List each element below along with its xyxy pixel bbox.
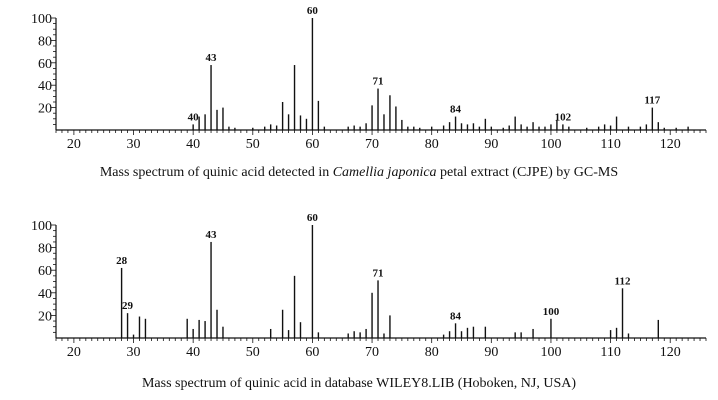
wiley-x-tick-label: 20 bbox=[67, 345, 81, 360]
wiley-x-tick-label: 60 bbox=[305, 345, 319, 360]
cjpe-peak-label-43: 43 bbox=[206, 52, 218, 64]
cjpe-x-tick-label: 120 bbox=[660, 137, 681, 152]
cjpe-x-tick-label: 60 bbox=[305, 137, 319, 152]
wiley-peak-label-60: 60 bbox=[307, 212, 319, 224]
wiley-x-tick-label: 110 bbox=[600, 345, 620, 360]
wiley-y-tick-label: 80 bbox=[38, 242, 52, 257]
cjpe-y-tick-label: 60 bbox=[38, 57, 52, 72]
wiley-x-tick-label: 70 bbox=[365, 345, 379, 360]
wiley-y-tick-label: 40 bbox=[38, 287, 52, 302]
cjpe-x-tick-label: 20 bbox=[67, 137, 81, 152]
wiley-peak-label-71: 71 bbox=[373, 267, 384, 279]
cjpe-x-tick-label: 30 bbox=[127, 137, 141, 152]
wiley-x-tick-label: 90 bbox=[484, 345, 498, 360]
cjpe-y-tick-label: 100 bbox=[31, 12, 52, 27]
cjpe-x-tick-label: 40 bbox=[186, 137, 200, 152]
wiley-peak-label-112: 112 bbox=[615, 275, 631, 287]
wiley-spectrum-caption: Mass spectrum of quinic acid in database… bbox=[142, 376, 576, 391]
wiley-peak-label-100: 100 bbox=[543, 306, 560, 318]
cjpe-peak-label-117: 117 bbox=[644, 95, 660, 107]
wiley-x-tick-label: 40 bbox=[186, 345, 200, 360]
cjpe-peak-label-40: 40 bbox=[188, 111, 200, 123]
wiley-x-tick-label: 50 bbox=[246, 345, 260, 360]
wiley-peak-label-28: 28 bbox=[116, 255, 128, 267]
wiley-peak-label-43: 43 bbox=[206, 229, 218, 241]
wiley-y-tick-label: 100 bbox=[31, 219, 52, 234]
wiley-x-tick-label: 100 bbox=[540, 345, 561, 360]
cjpe-x-tick-label: 90 bbox=[484, 137, 498, 152]
wiley-y-tick-label: 20 bbox=[38, 309, 52, 324]
wiley-x-tick-label: 80 bbox=[425, 345, 439, 360]
cjpe-spectrum-chart: 20 30 40 50 60 70 80 90 100 110 120 20 40 60 80 100 40 43… bbox=[31, 5, 707, 152]
wiley-spectrum-chart: 20 30 40 50 60 70 80 90 100 110 120 20 40 60 80 100 28 29… bbox=[31, 212, 707, 360]
wiley-x-tick-label: 120 bbox=[660, 345, 681, 360]
cjpe-x-tick-label: 70 bbox=[365, 137, 379, 152]
cjpe-peak-label-102: 102 bbox=[555, 111, 572, 123]
cjpe-y-tick-label: 20 bbox=[38, 102, 52, 117]
cjpe-x-tick-label: 50 bbox=[246, 137, 260, 152]
cjpe-spectrum-caption: Mass spectrum of quinic acid detected in… bbox=[100, 165, 618, 180]
wiley-peak-label-84: 84 bbox=[450, 310, 462, 322]
cjpe-peak-label-71: 71 bbox=[373, 76, 384, 88]
cjpe-x-tick-label: 100 bbox=[540, 137, 561, 152]
cjpe-peak-label-60: 60 bbox=[307, 5, 319, 17]
wiley-peak-label-29: 29 bbox=[122, 300, 134, 312]
cjpe-y-tick-label: 80 bbox=[38, 34, 52, 49]
cjpe-y-tick-label: 40 bbox=[38, 79, 52, 94]
wiley-y-tick-label: 60 bbox=[38, 264, 52, 279]
cjpe-x-tick-label: 80 bbox=[425, 137, 439, 152]
cjpe-peak-label-84: 84 bbox=[450, 104, 462, 116]
cjpe-x-tick-label: 110 bbox=[600, 137, 620, 152]
wiley-x-tick-label: 30 bbox=[127, 345, 141, 360]
